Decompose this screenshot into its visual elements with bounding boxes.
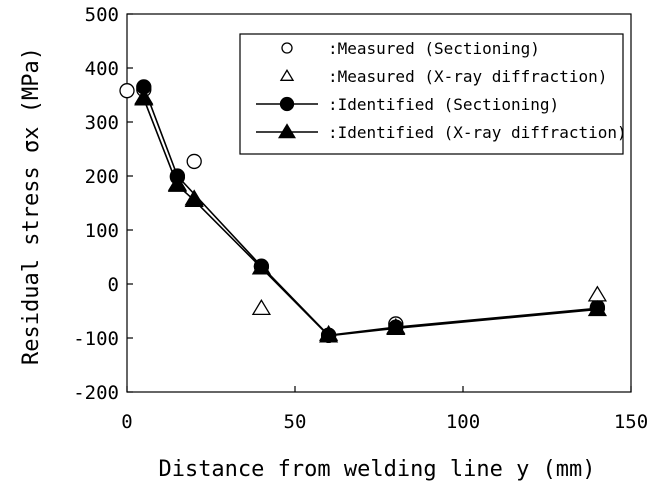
- data-point: [134, 89, 154, 106]
- data-point: [278, 123, 296, 139]
- y-tick-label: -100: [73, 328, 119, 350]
- legend-label: :Identified (Sectioning): [328, 95, 559, 114]
- legend-label: :Identified (X-ray diffraction): [328, 123, 627, 142]
- legend: :Measured (Sectioning) :Measured (X-ray d…: [239, 33, 627, 155]
- y-tick-label: 0: [108, 274, 119, 296]
- data-point: [587, 300, 608, 317]
- plot-area: [126, 13, 632, 393]
- data-point: [279, 68, 295, 81]
- data-point: [281, 42, 293, 54]
- data-point: [318, 326, 339, 343]
- x-tick-label: 50: [284, 411, 307, 433]
- data-point: [279, 96, 295, 112]
- y-tick-label: 500: [85, 4, 119, 26]
- data-point: [119, 83, 135, 99]
- data-point: [251, 258, 272, 275]
- legend-label: :Measured (Sectioning): [328, 39, 540, 58]
- y-tick-label: 200: [85, 166, 119, 188]
- legend-box: [239, 33, 624, 155]
- legend-label: :Measured (X-ray diffraction): [328, 67, 607, 86]
- y-tick-label: 400: [85, 58, 119, 80]
- y-tick-label: -200: [73, 382, 119, 404]
- x-axis-title: Distance from welding line y (mm): [158, 457, 595, 482]
- x-tick-label: 0: [121, 411, 132, 433]
- x-tick-label: 150: [614, 411, 648, 433]
- series-4: [134, 89, 608, 343]
- plot-frame: [126, 13, 632, 393]
- data-point: [167, 175, 188, 192]
- data-point: [386, 318, 406, 335]
- data-point: [251, 298, 272, 315]
- x-tick-label: 100: [446, 411, 480, 433]
- data-point: [186, 153, 202, 170]
- series-layer: [119, 79, 608, 343]
- y-axis-title: Residual stress σx (MPa): [19, 47, 44, 365]
- y-tick-label: 300: [85, 112, 119, 134]
- y-tick-label: 100: [85, 220, 119, 242]
- data-point: [587, 285, 608, 302]
- data-point: [184, 190, 204, 207]
